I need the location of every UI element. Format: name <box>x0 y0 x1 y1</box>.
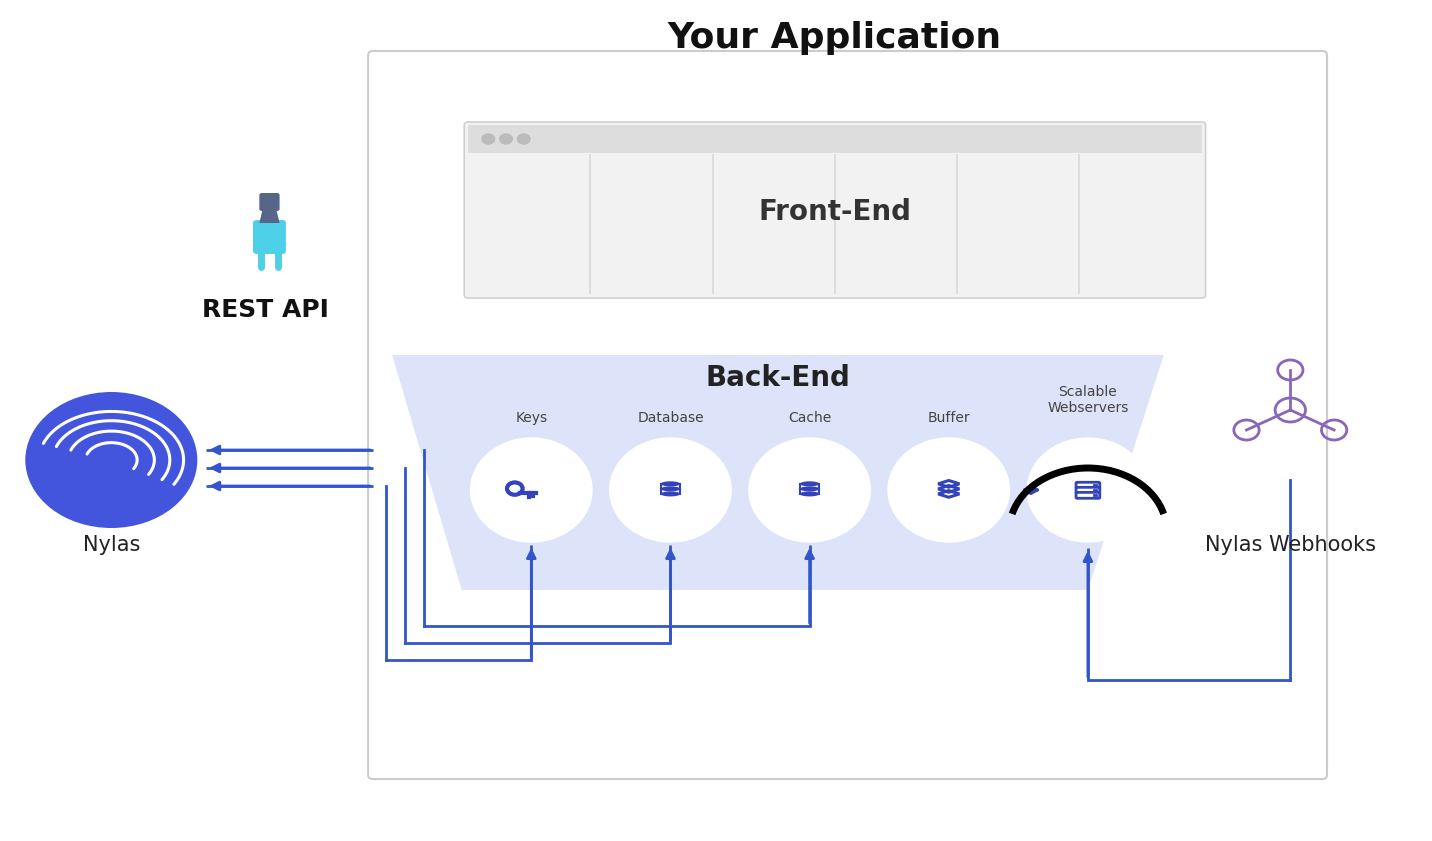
Polygon shape <box>259 207 279 223</box>
Text: Buffer: Buffer <box>928 411 969 425</box>
Ellipse shape <box>749 438 871 542</box>
Ellipse shape <box>888 438 1010 542</box>
Text: Nylas Webhooks: Nylas Webhooks <box>1204 535 1376 555</box>
FancyBboxPatch shape <box>1075 487 1100 493</box>
FancyBboxPatch shape <box>1075 482 1100 488</box>
Text: Cache: Cache <box>788 411 831 425</box>
Ellipse shape <box>1027 438 1148 542</box>
Ellipse shape <box>660 491 680 496</box>
Ellipse shape <box>610 438 732 542</box>
Ellipse shape <box>660 486 680 491</box>
Text: Your Application: Your Application <box>667 21 1002 55</box>
Ellipse shape <box>660 481 680 486</box>
Circle shape <box>483 134 494 144</box>
Text: Database: Database <box>637 411 703 425</box>
Text: Back-End: Back-End <box>706 364 851 392</box>
FancyBboxPatch shape <box>253 220 286 254</box>
Text: Keys: Keys <box>516 411 547 425</box>
Ellipse shape <box>800 491 819 496</box>
Text: Scalable
Webservers: Scalable Webservers <box>1047 385 1128 415</box>
Circle shape <box>26 392 198 528</box>
FancyBboxPatch shape <box>259 193 279 211</box>
FancyBboxPatch shape <box>468 125 1201 153</box>
Ellipse shape <box>471 438 591 542</box>
Circle shape <box>500 134 513 144</box>
Ellipse shape <box>800 486 819 491</box>
Polygon shape <box>392 355 1164 590</box>
Text: REST API: REST API <box>202 298 329 322</box>
Circle shape <box>517 134 530 144</box>
Text: Front-End: Front-End <box>759 198 911 226</box>
FancyBboxPatch shape <box>464 122 1206 298</box>
FancyBboxPatch shape <box>368 51 1327 779</box>
FancyBboxPatch shape <box>1075 492 1100 498</box>
Ellipse shape <box>800 481 819 486</box>
Text: Nylas: Nylas <box>83 535 140 555</box>
